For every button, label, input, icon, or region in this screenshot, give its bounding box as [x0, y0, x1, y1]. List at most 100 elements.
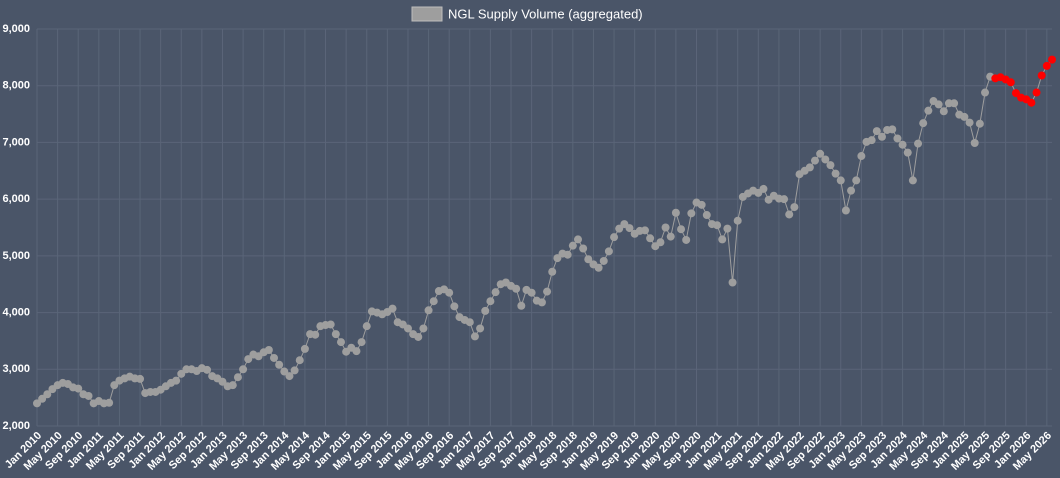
data-point	[403, 324, 412, 333]
data-point	[331, 330, 340, 339]
data-point	[867, 136, 876, 145]
data-point	[625, 224, 634, 233]
data-point	[759, 184, 768, 193]
data-point	[599, 256, 608, 265]
data-point	[1027, 98, 1036, 107]
data-point	[326, 320, 335, 329]
data-point	[486, 297, 495, 306]
data-point	[924, 106, 933, 115]
data-point	[553, 254, 562, 263]
y-tick-label: 3,000	[2, 363, 30, 375]
data-point	[136, 374, 145, 383]
legend: NGL Supply Volume (aggregated)	[411, 6, 643, 22]
data-point	[975, 119, 984, 128]
y-tick-label: 2,000	[2, 420, 30, 432]
data-point	[898, 140, 907, 149]
data-point	[74, 384, 83, 393]
data-point	[233, 373, 242, 382]
data-point	[512, 284, 521, 293]
data-point	[960, 112, 969, 121]
data-point	[481, 306, 490, 315]
data-point	[429, 297, 438, 306]
data-point	[517, 301, 526, 310]
data-point	[424, 306, 433, 315]
data-point	[939, 107, 948, 116]
data-point	[419, 324, 428, 333]
data-point	[300, 344, 309, 353]
data-point	[476, 324, 485, 333]
data-point	[1032, 88, 1041, 97]
y-tick-label: 7,000	[2, 136, 30, 148]
data-point	[610, 233, 619, 242]
data-point	[275, 360, 284, 369]
data-point	[877, 132, 886, 141]
data-point	[110, 381, 119, 390]
data-point	[965, 118, 974, 127]
data-point	[934, 100, 943, 109]
data-point	[228, 381, 237, 390]
data-point	[548, 267, 557, 276]
data-point	[537, 298, 546, 307]
data-point	[239, 365, 248, 374]
data-point	[852, 176, 861, 185]
data-point	[656, 238, 665, 247]
data-point	[604, 247, 613, 256]
data-point	[244, 355, 253, 364]
data-point	[671, 208, 680, 217]
data-point	[661, 223, 670, 232]
data-point	[785, 210, 794, 219]
data-point	[357, 338, 366, 347]
data-point	[713, 221, 722, 230]
data-point	[579, 244, 588, 253]
data-point	[919, 119, 928, 128]
data-point	[568, 241, 577, 250]
data-point	[831, 169, 840, 178]
data-point	[1048, 55, 1056, 64]
legend-label: NGL Supply Volume (aggregated)	[448, 6, 643, 21]
data-point	[563, 250, 572, 259]
data-point	[728, 278, 737, 287]
data-point	[311, 330, 320, 339]
data-point	[847, 186, 856, 195]
data-point	[470, 332, 479, 341]
data-point	[584, 255, 593, 264]
data-point	[888, 125, 897, 134]
data-point	[903, 148, 912, 157]
y-tick-label: 9,000	[2, 23, 30, 35]
legend-swatch	[411, 6, 443, 22]
data-point	[285, 372, 294, 381]
data-point	[491, 288, 500, 297]
data-point	[666, 232, 675, 241]
data-point	[543, 287, 552, 296]
data-point	[445, 288, 454, 297]
data-point	[836, 176, 845, 185]
data-point	[718, 235, 727, 244]
data-point	[687, 209, 696, 218]
data-point	[790, 203, 799, 212]
data-point	[841, 206, 850, 215]
data-point	[33, 399, 41, 408]
data-point	[388, 304, 397, 313]
y-tick-label: 6,000	[2, 193, 30, 205]
y-tick-label: 4,000	[2, 306, 30, 318]
data-point	[826, 161, 835, 170]
data-point	[264, 346, 273, 355]
data-point	[970, 138, 979, 147]
data-point	[352, 347, 361, 356]
data-point	[682, 235, 691, 244]
data-point	[594, 263, 603, 272]
data-point	[857, 152, 866, 161]
data-point	[1037, 71, 1046, 80]
data-point	[810, 156, 819, 165]
data-point	[177, 369, 186, 378]
data-point	[1011, 89, 1020, 98]
data-point	[172, 376, 181, 385]
data-point	[1006, 78, 1015, 87]
data-point	[218, 377, 227, 386]
data-point	[615, 224, 624, 233]
data-point	[816, 149, 825, 158]
data-point	[1042, 61, 1051, 70]
data-point	[872, 127, 881, 136]
